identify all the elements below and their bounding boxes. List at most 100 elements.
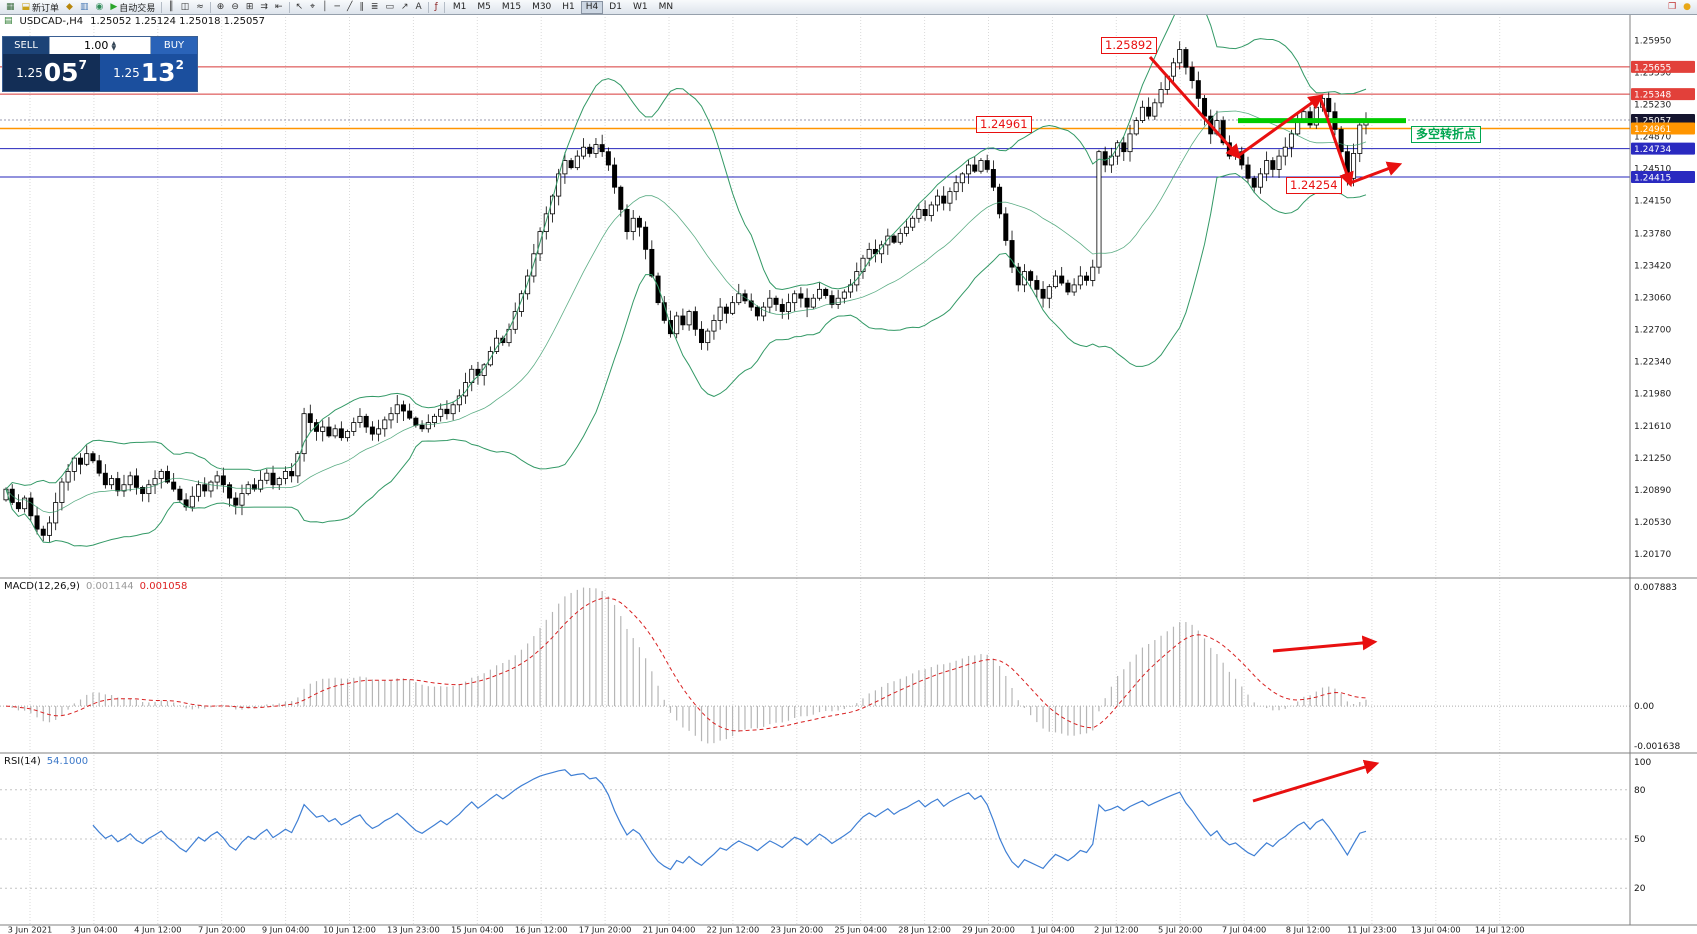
candle-body <box>338 428 344 439</box>
candle-body <box>761 306 767 317</box>
candlestick-chart-icon[interactable]: ◫ <box>178 1 193 14</box>
buy-button[interactable]: BUY <box>151 37 197 54</box>
buy-price[interactable]: 1.25 13 2 <box>100 54 197 91</box>
rsi-indicator-label: RSI(14) 54.1000 <box>4 756 88 767</box>
autotrading-button[interactable]: ▶ 自动交易 <box>107 1 158 14</box>
trend-arrow[interactable] <box>1148 56 1241 160</box>
timeframe-w1[interactable]: W1 <box>628 1 653 14</box>
trend-arrow[interactable] <box>1318 96 1354 188</box>
text-label-icon[interactable]: A <box>413 1 425 14</box>
price-axis-tick: 1.25950 <box>1634 37 1671 47</box>
cursor-icon[interactable]: ↖ <box>293 1 307 14</box>
candle-body <box>121 484 127 492</box>
fibonacci-icon[interactable]: ≣ <box>368 1 382 14</box>
price-axis-tick: 1.20530 <box>1634 518 1671 528</box>
candle-body <box>438 408 444 417</box>
candle-body <box>214 475 220 483</box>
candle-body <box>922 209 928 217</box>
timeframe-m15[interactable]: M15 <box>497 1 526 14</box>
price-annotation-box[interactable]: 1.25892 <box>1101 37 1157 54</box>
price-annotation-box[interactable]: 1.24254 <box>1286 177 1342 194</box>
equidistant-channel-icon[interactable]: ∥ <box>356 1 367 14</box>
candle-body <box>1077 275 1083 286</box>
candle-body <box>431 415 437 423</box>
time-axis-label: 10 Jun 12:00 <box>323 925 376 934</box>
price-annotation-box[interactable]: 1.24961 <box>976 116 1032 133</box>
time-axis-label: 21 Jun 04:00 <box>643 925 696 934</box>
arrows-icon[interactable]: ↗ <box>398 1 412 14</box>
zoom-out-icon[interactable]: ⊖ <box>228 1 242 14</box>
toolbar-separator <box>209 1 211 13</box>
candle-body <box>525 275 531 295</box>
candle-body <box>605 151 611 166</box>
market-watch-icon: ◆ <box>66 1 73 12</box>
volume-value[interactable]: 1.00 <box>83 39 109 52</box>
candle-body <box>425 422 431 430</box>
timeframe-m5[interactable]: M5 <box>472 1 496 14</box>
auto-scroll-icon[interactable]: ⇉ <box>257 1 271 14</box>
tile-windows-icon[interactable]: ⊞ <box>243 1 257 14</box>
volume-field[interactable]: 1.00 ▲ ▼ <box>49 37 151 54</box>
candle-body <box>966 164 972 175</box>
trend-arrow[interactable] <box>1237 94 1324 158</box>
candle-body <box>512 311 518 330</box>
volume-down-button[interactable]: ▼ <box>111 44 117 52</box>
candle-body <box>376 428 382 435</box>
sell-price[interactable]: 1.25 05 7 <box>3 54 100 91</box>
candle-body <box>295 453 301 477</box>
volume-up-button[interactable]: ▲ <box>111 39 117 47</box>
shapes-icon[interactable]: ▭ <box>382 1 397 14</box>
timeframe-m1[interactable]: M1 <box>448 1 472 14</box>
timeframe-h1[interactable]: H1 <box>557 1 580 14</box>
timeframe-mn[interactable]: MN <box>654 1 679 14</box>
trend-arrow[interactable] <box>1349 161 1403 185</box>
crosshair-icon[interactable]: ⌖ <box>307 1 318 14</box>
candle-body <box>307 413 313 423</box>
candle-body <box>65 471 71 483</box>
new-chart-icon[interactable]: ❒ <box>1665 1 1679 14</box>
zoom-in-icon[interactable]: ⊕ <box>214 1 228 14</box>
terminal-icon[interactable]: ▦ <box>3 1 18 14</box>
candle-body <box>630 217 636 233</box>
timeframe-m30[interactable]: M30 <box>527 1 556 14</box>
rsi-axis-label: 100 <box>1634 758 1651 768</box>
bollinger-layer <box>5 0 1367 547</box>
candle-body <box>910 217 916 228</box>
line-chart-icon[interactable]: ≈ <box>193 1 207 14</box>
candle-body <box>1146 106 1152 117</box>
horizontal-line-icon[interactable]: ─ <box>332 1 343 14</box>
trend-arrow[interactable] <box>1272 635 1378 653</box>
new-order-button[interactable]: ⬓ 新订单 <box>19 1 63 14</box>
vertical-line-icon[interactable]: │ <box>319 1 330 14</box>
candle-body <box>1251 177 1257 188</box>
candle-body <box>1220 120 1226 144</box>
data-window-icon[interactable]: ▥ <box>77 1 92 14</box>
navigator-icon[interactable]: ◉ <box>92 1 106 14</box>
trend-arrow[interactable] <box>1252 759 1380 803</box>
timeframe-d1[interactable]: D1 <box>604 1 627 14</box>
candle-body <box>829 295 835 305</box>
candle-body <box>96 460 102 474</box>
market-watch-icon[interactable]: ◆ <box>63 1 76 14</box>
price-tag <box>1631 142 1695 155</box>
candle-body <box>618 186 624 210</box>
candle-body <box>1202 97 1208 117</box>
candle-body <box>109 478 115 486</box>
chart-shift-icon[interactable]: ⇤ <box>272 1 286 14</box>
alerts-icon[interactable]: ● <box>1680 1 1694 14</box>
trendline-icon[interactable]: ╱ <box>344 1 355 14</box>
timeframe-h4[interactable]: H4 <box>580 0 604 14</box>
time-axis-label: 7 Jun 20:00 <box>198 925 245 934</box>
sell-button[interactable]: SELL <box>3 37 49 54</box>
candle-body <box>363 415 369 428</box>
candle-body <box>450 404 456 415</box>
bar-chart-icon[interactable]: ║ <box>165 1 176 14</box>
candle-body <box>1059 275 1065 284</box>
candle-body <box>804 297 810 308</box>
buy-price-sup: 2 <box>175 57 184 72</box>
indicators-icon[interactable]: ƒ <box>432 1 441 14</box>
price-axis-tick: 1.24510 <box>1634 165 1671 175</box>
crosshair-icon: ⌖ <box>310 1 316 12</box>
time-axis-label: 2 Jul 12:00 <box>1094 925 1138 934</box>
turning-point-note[interactable]: 多空转折点 <box>1411 126 1482 143</box>
